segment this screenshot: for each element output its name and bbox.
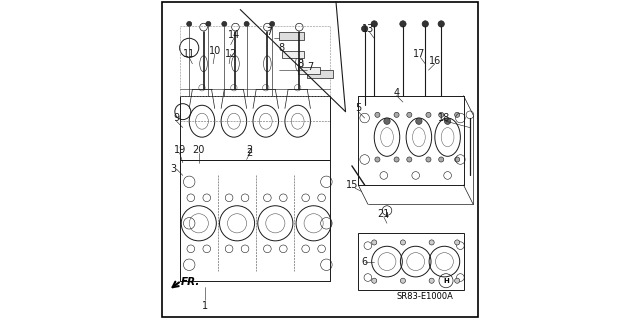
Bar [180, 26, 330, 96]
Circle shape [438, 112, 444, 117]
Circle shape [187, 21, 192, 26]
Bar [282, 51, 304, 58]
Text: 20: 20 [193, 145, 205, 155]
Text: 15: 15 [346, 180, 358, 190]
Text: SR83-E1000A: SR83-E1000A [397, 292, 454, 301]
Circle shape [438, 21, 444, 27]
Text: 17: 17 [413, 49, 425, 59]
Circle shape [372, 240, 377, 245]
Text: 18: 18 [438, 113, 451, 123]
Circle shape [454, 278, 460, 283]
Circle shape [375, 112, 380, 117]
Circle shape [429, 278, 434, 283]
Text: 13: 13 [362, 24, 374, 34]
Circle shape [401, 278, 406, 283]
Text: FR.: FR. [180, 277, 200, 287]
Circle shape [416, 118, 422, 124]
Text: H: H [443, 278, 449, 284]
Circle shape [422, 21, 428, 27]
Text: 5: 5 [355, 103, 362, 114]
Circle shape [407, 157, 412, 162]
Circle shape [429, 240, 434, 245]
Bar [278, 32, 304, 40]
Circle shape [454, 240, 460, 245]
Circle shape [454, 157, 460, 162]
Text: 8: 8 [298, 59, 304, 69]
Text: 3: 3 [170, 164, 177, 174]
Text: 4: 4 [394, 87, 399, 98]
Text: 1: 1 [202, 301, 208, 311]
Circle shape [206, 21, 211, 26]
Circle shape [362, 26, 368, 32]
Text: 21: 21 [378, 209, 390, 219]
Circle shape [407, 112, 412, 117]
Circle shape [375, 157, 380, 162]
Text: 10: 10 [209, 46, 221, 56]
Bar [298, 67, 320, 74]
Bar [358, 233, 463, 290]
Text: 7: 7 [266, 27, 272, 37]
Circle shape [438, 157, 444, 162]
Circle shape [394, 157, 399, 162]
Circle shape [426, 112, 431, 117]
Circle shape [454, 112, 460, 117]
Text: 16: 16 [429, 56, 441, 66]
Circle shape [221, 21, 227, 26]
Text: 6: 6 [362, 256, 368, 267]
Circle shape [426, 157, 431, 162]
Text: 2: 2 [246, 148, 253, 158]
Text: 11: 11 [183, 49, 195, 59]
Circle shape [394, 112, 399, 117]
Circle shape [384, 118, 390, 124]
Text: 14: 14 [228, 30, 240, 40]
Text: 9: 9 [173, 113, 179, 123]
Text: 8: 8 [278, 43, 285, 53]
Text: 2: 2 [246, 145, 253, 155]
Circle shape [244, 21, 249, 26]
Circle shape [371, 21, 378, 27]
Text: 12: 12 [225, 49, 237, 59]
Text: 19: 19 [173, 145, 186, 155]
Bar [307, 70, 333, 78]
Text: 7: 7 [307, 62, 314, 72]
Circle shape [372, 278, 377, 283]
Circle shape [401, 240, 406, 245]
Bar [180, 96, 330, 160]
Circle shape [444, 118, 451, 124]
Circle shape [269, 21, 275, 26]
Circle shape [400, 21, 406, 27]
